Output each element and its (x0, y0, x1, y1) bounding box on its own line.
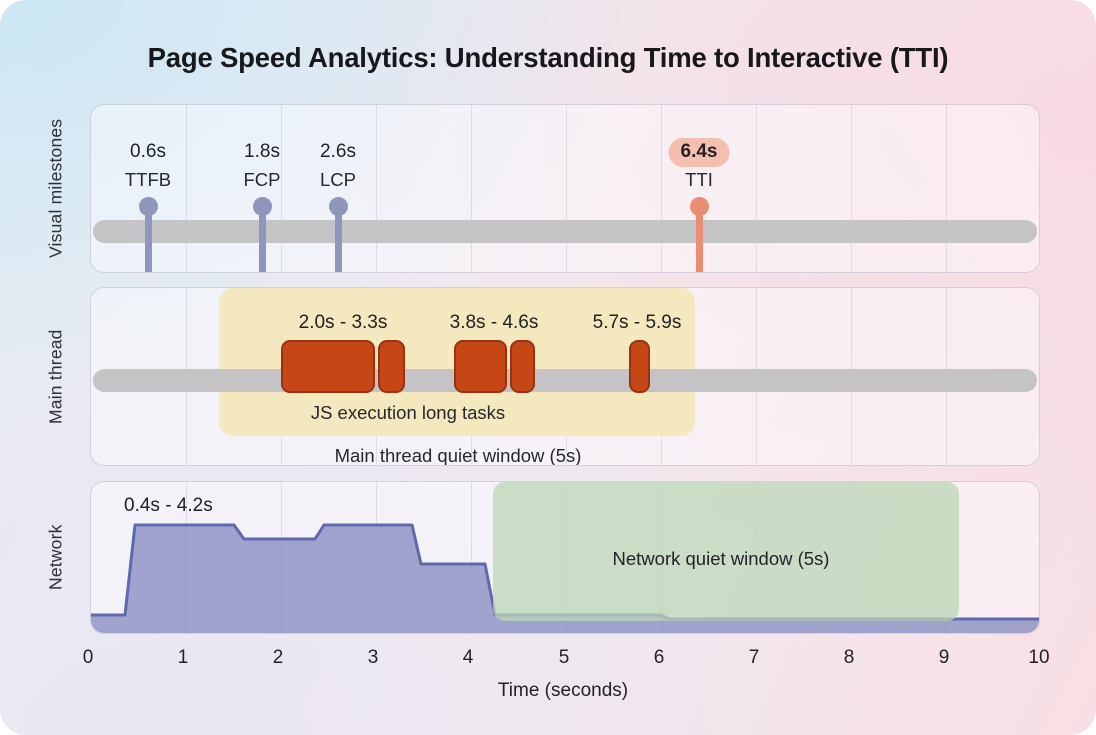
axis-tick-6: 6 (653, 647, 665, 668)
milestone-stem (334, 205, 342, 272)
gridline (946, 105, 947, 272)
network-quiet-window-caption: Network quiet window (5s) (612, 548, 830, 569)
long-task-block (378, 340, 405, 393)
gridline (376, 105, 377, 272)
page-title: Page Speed Analytics: Understanding Time… (147, 42, 949, 73)
milestone-tti-name: TTI (685, 169, 713, 190)
gridline (851, 105, 852, 272)
main-thread-timeline-bar (93, 369, 1037, 392)
axis-tick-4: 4 (462, 647, 474, 668)
long-task-block (629, 340, 650, 393)
lane-label-visual-milestones: Visual milestones (45, 118, 66, 259)
network-quiet-window-region (493, 482, 959, 621)
axis-tick-8: 8 (843, 647, 855, 668)
gridline (471, 482, 472, 633)
milestone-stem (144, 205, 152, 272)
axis-title: Time (seconds) (497, 680, 629, 701)
gridline (661, 105, 662, 272)
milestone-tti-badge: 6.4s (668, 138, 730, 167)
gridline (471, 105, 472, 272)
milestones-timeline-bar (93, 220, 1037, 243)
milestone-fcp-time: 1.8s (244, 141, 280, 162)
long-task-block (510, 340, 535, 393)
js-long-tasks-caption: JS execution long tasks (310, 402, 506, 423)
axis-tick-0: 0 (82, 647, 94, 668)
milestone-fcp-name: FCP (243, 169, 281, 190)
axis-tick-9: 9 (938, 647, 950, 668)
axis-tick-7: 7 (748, 647, 760, 668)
network-panel: 0.4s - 4.2s Network quiet window (5s) (90, 481, 1040, 634)
milestone-ttfb-name: TTFB (124, 169, 172, 190)
milestone-stem (258, 205, 266, 272)
gridline (281, 105, 282, 272)
gridline (756, 105, 757, 272)
gridline (566, 105, 567, 272)
task-range-label-1: 2.0s - 3.3s (298, 312, 388, 333)
milestone-stem (695, 205, 703, 272)
axis-tick-2: 2 (272, 647, 284, 668)
axis-tick-3: 3 (367, 647, 379, 668)
long-task-block (454, 340, 507, 393)
axis-tick-5: 5 (558, 647, 570, 668)
axis-tick-10: 10 (1028, 647, 1050, 668)
lane-label-network: Network (45, 524, 66, 591)
axis-tick-1: 1 (177, 647, 189, 668)
lane-label-main-thread: Main thread (45, 329, 66, 424)
long-task-block (281, 340, 375, 393)
visual-milestones-panel: 0.6s TTFB 1.8s FCP 2.6s LCP 6.4s TTI (90, 104, 1040, 273)
milestone-ttfb-time: 0.6s (130, 141, 166, 162)
milestone-lcp-name: LCP (320, 169, 356, 190)
main-thread-quiet-window-caption: Main thread quiet window (5s) (334, 445, 582, 466)
gridline (186, 105, 187, 272)
main-thread-panel: 2.0s - 3.3s 3.8s - 4.6s 5.7s - 5.9s JS e… (90, 287, 1040, 466)
task-range-label-3: 5.7s - 5.9s (592, 312, 682, 333)
milestone-lcp-time: 2.6s (320, 141, 356, 162)
network-activity-range-label: 0.4s - 4.2s (124, 495, 213, 516)
task-range-label-2: 3.8s - 4.6s (449, 312, 539, 333)
